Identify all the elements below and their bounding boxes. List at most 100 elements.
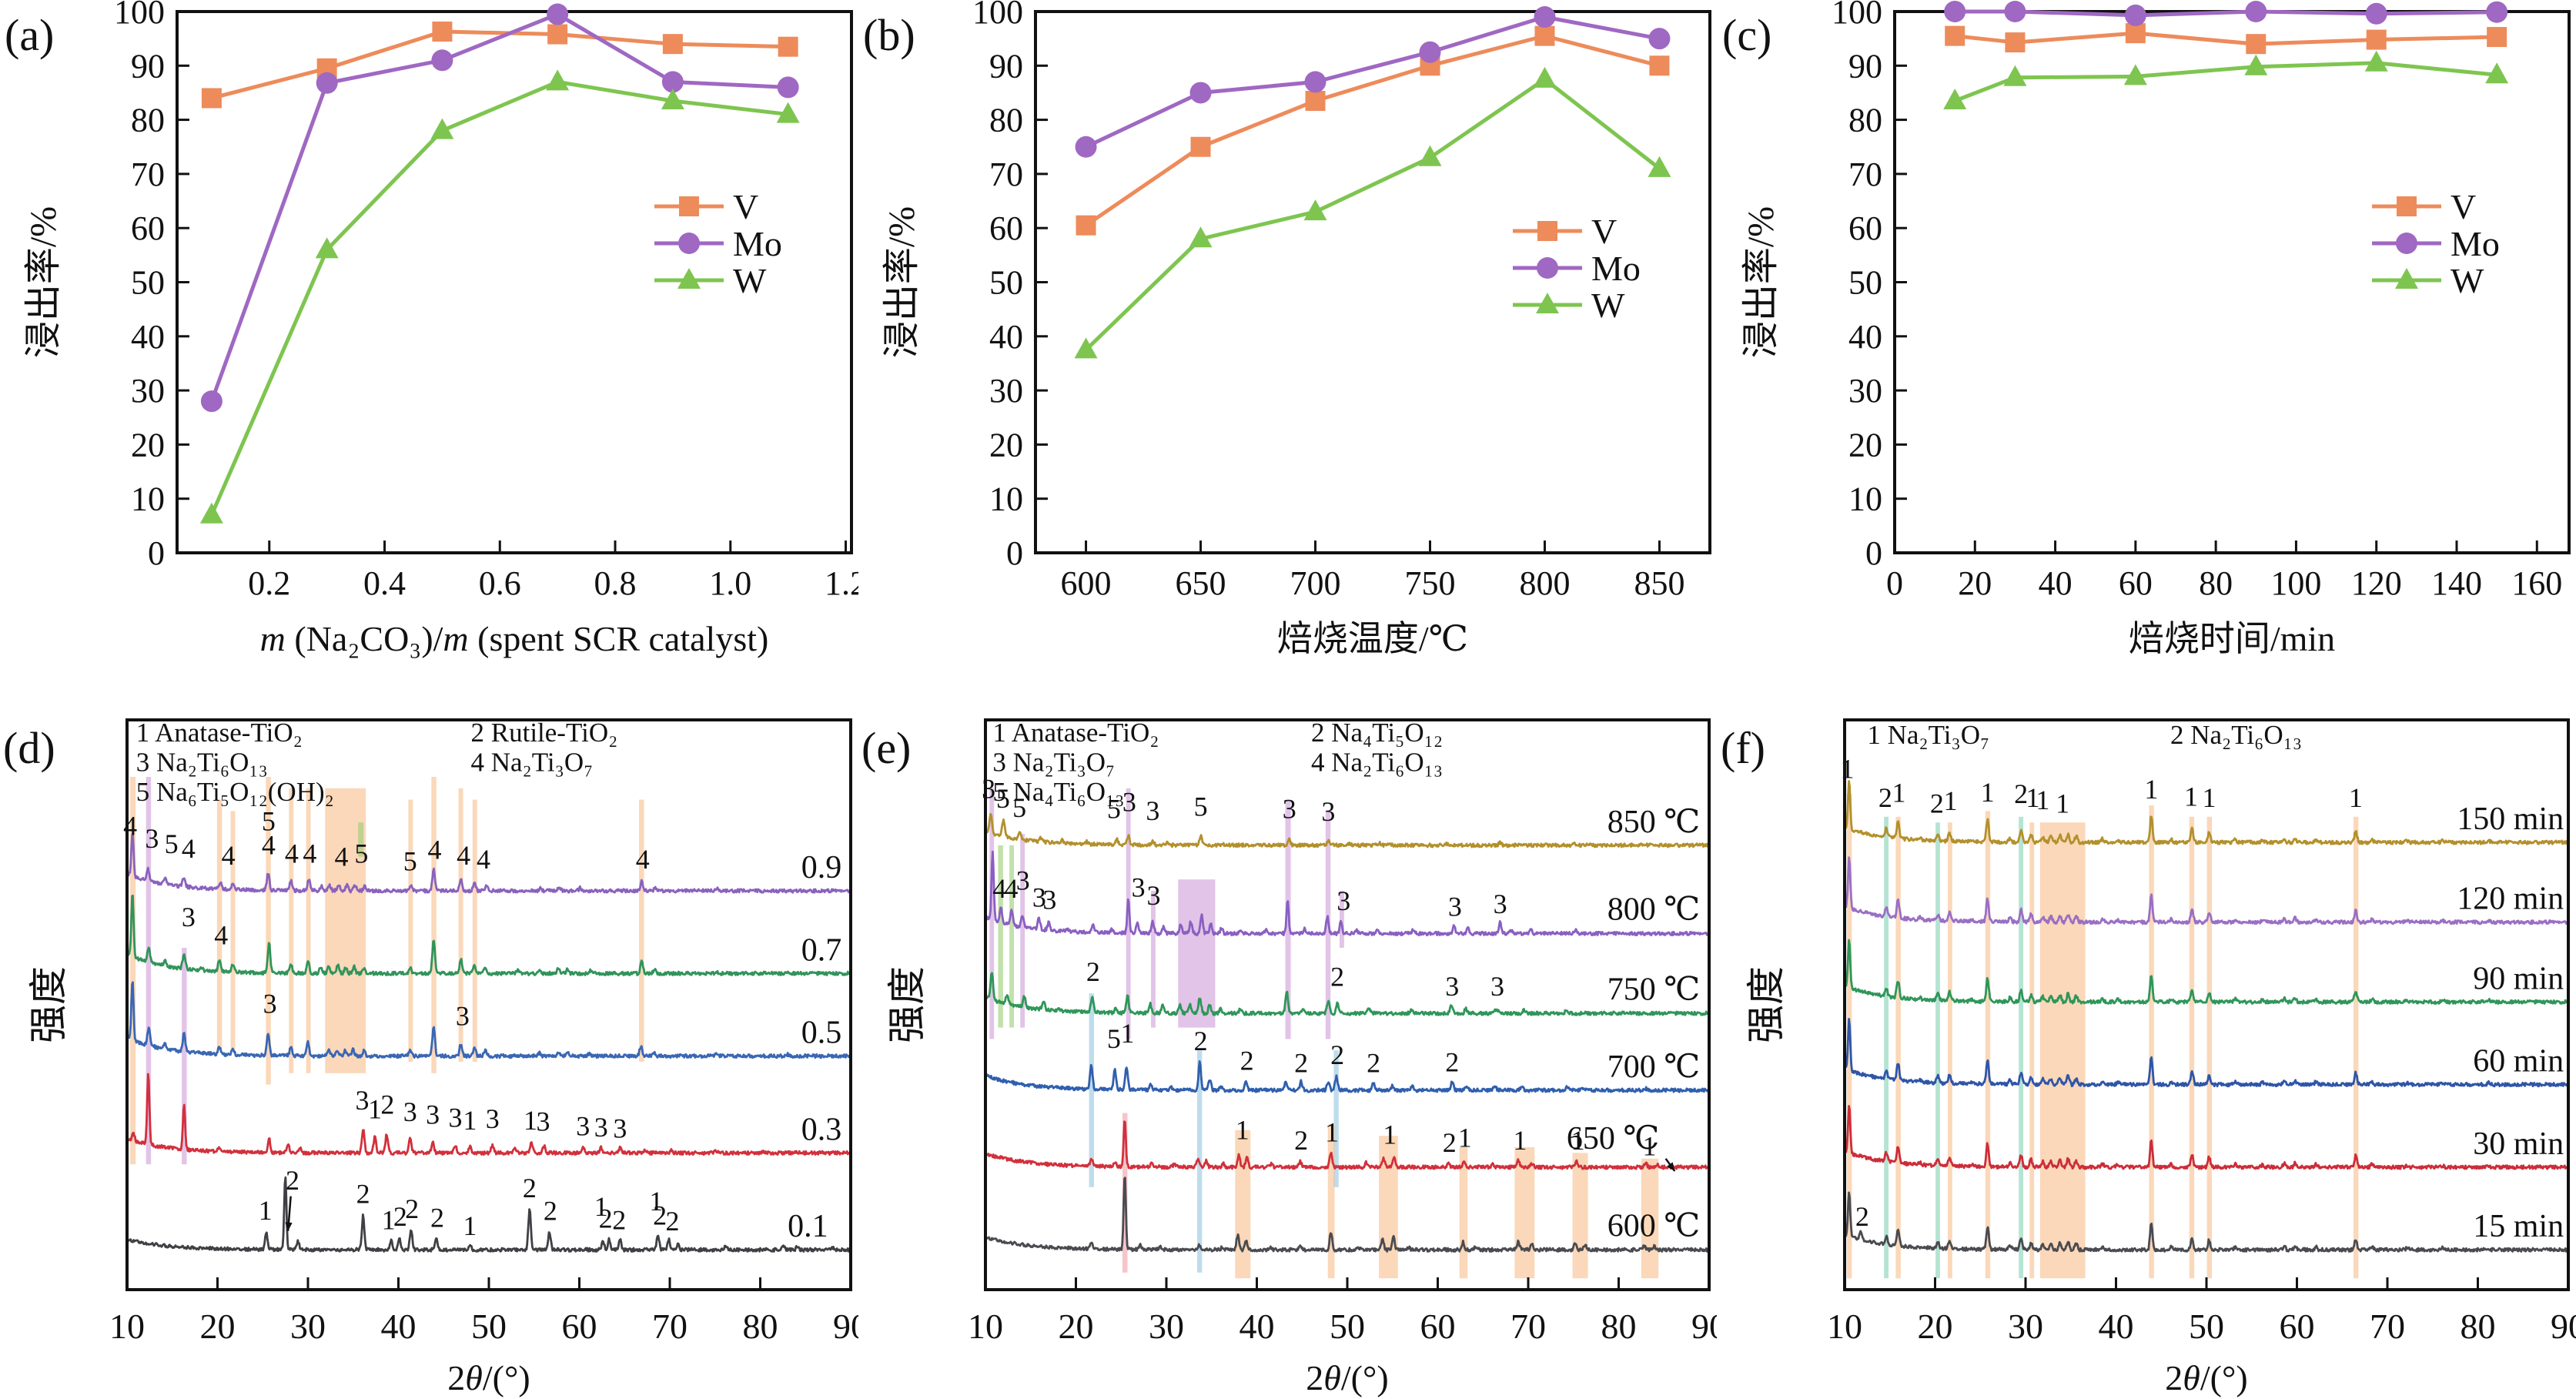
svg-text:2: 2 xyxy=(666,1206,680,1237)
svg-text:2 Na₄Ti₅O₁₂: 2 Na₄Ti₅O₁₂ xyxy=(1311,718,1443,748)
svg-text:2: 2 xyxy=(1878,782,1892,813)
svg-text:3: 3 xyxy=(1132,872,1146,902)
svg-text:3: 3 xyxy=(594,1112,608,1143)
svg-text:60: 60 xyxy=(2119,564,2153,602)
svg-text:2: 2 xyxy=(612,1205,626,1236)
svg-text:1: 1 xyxy=(1981,777,1995,808)
svg-text:2: 2 xyxy=(2014,778,2028,809)
svg-text:20: 20 xyxy=(131,426,165,464)
svg-text:2: 2 xyxy=(1330,1039,1344,1070)
svg-text:2: 2 xyxy=(1367,1047,1380,1078)
svg-text:m (Na₂CO₃)/m (spent SCR cataly: m (Na₂CO₃)/m (spent SCR catalyst) xyxy=(260,619,769,658)
svg-text:0.6: 0.6 xyxy=(479,564,521,602)
svg-text:0.9: 0.9 xyxy=(801,850,842,885)
panel-f-label: (f) xyxy=(1721,723,1765,773)
svg-text:4: 4 xyxy=(334,841,348,872)
svg-text:5: 5 xyxy=(1107,793,1121,824)
svg-text:70: 70 xyxy=(652,1307,687,1346)
svg-text:1: 1 xyxy=(2056,788,2069,819)
svg-text:0: 0 xyxy=(1865,534,1882,572)
svg-text:4: 4 xyxy=(262,830,276,861)
svg-text:80: 80 xyxy=(2199,564,2233,602)
svg-text:4: 4 xyxy=(477,844,490,875)
svg-text:80: 80 xyxy=(743,1307,778,1346)
svg-text:10: 10 xyxy=(968,1307,1003,1346)
svg-text:4: 4 xyxy=(182,833,196,864)
svg-text:80: 80 xyxy=(131,102,165,139)
svg-text:3 Na₂Ti₆O₁₃: 3 Na₂Ti₆O₁₃ xyxy=(136,748,268,778)
svg-text:1: 1 xyxy=(1513,1125,1527,1156)
svg-text:3: 3 xyxy=(537,1106,550,1137)
svg-text:4: 4 xyxy=(1004,873,1018,904)
svg-text:0.1: 0.1 xyxy=(788,1209,828,1244)
svg-text:Mo: Mo xyxy=(1591,249,1641,288)
svg-text:50: 50 xyxy=(989,264,1023,302)
svg-text:800: 800 xyxy=(1519,564,1570,602)
svg-text:70: 70 xyxy=(989,156,1023,193)
svg-text:1: 1 xyxy=(2349,782,2363,813)
svg-text:4: 4 xyxy=(285,838,299,869)
svg-text:3: 3 xyxy=(182,902,196,932)
panel-c: 0 10 20 30 40 50 60 70 80 90 100 0 20 40 60 80 100 120 140… xyxy=(1718,0,2576,678)
svg-text:3: 3 xyxy=(613,1113,627,1143)
svg-text:强度: 强度 xyxy=(885,966,928,1043)
svg-text:2: 2 xyxy=(286,1165,299,1196)
svg-text:浸出率/%: 浸出率/% xyxy=(882,206,922,358)
svg-text:30: 30 xyxy=(2008,1307,2043,1346)
panel-a-label: (a) xyxy=(5,10,55,60)
svg-text:70: 70 xyxy=(1510,1307,1546,1346)
svg-text:100: 100 xyxy=(114,0,165,31)
svg-text:160: 160 xyxy=(2511,564,2562,602)
panel-b: 0 10 20 30 40 50 60 70 80 90 100 600 650 700 750 800 850… xyxy=(858,0,1717,678)
svg-text:40: 40 xyxy=(381,1307,417,1346)
svg-text:120: 120 xyxy=(2351,564,2402,602)
svg-text:4 Na₂Ti₆O₁₃: 4 Na₂Ti₆O₁₃ xyxy=(1311,748,1443,778)
svg-text:4: 4 xyxy=(992,873,1006,904)
svg-text:140: 140 xyxy=(2431,564,2482,602)
svg-text:5: 5 xyxy=(996,783,1010,814)
svg-text:4: 4 xyxy=(303,838,316,869)
svg-text:2: 2 xyxy=(1445,1047,1459,1078)
svg-text:60 min: 60 min xyxy=(2473,1044,2564,1079)
svg-text:1: 1 xyxy=(1120,1018,1134,1049)
svg-text:1.2: 1.2 xyxy=(825,564,858,602)
svg-text:1.0: 1.0 xyxy=(709,564,751,602)
svg-text:W: W xyxy=(733,261,767,300)
svg-text:3: 3 xyxy=(426,1099,440,1130)
svg-text:5: 5 xyxy=(262,806,276,837)
svg-text:700: 700 xyxy=(1290,564,1341,602)
svg-text:90: 90 xyxy=(833,1307,858,1346)
svg-text:700 ℃: 700 ℃ xyxy=(1607,1049,1700,1085)
svg-text:600 ℃: 600 ℃ xyxy=(1607,1208,1700,1243)
svg-text:10: 10 xyxy=(131,480,165,518)
svg-text:10: 10 xyxy=(1827,1307,1862,1346)
svg-text:0.7: 0.7 xyxy=(801,932,842,968)
chart-c-canvas: 0 10 20 30 40 50 60 70 80 90 100 0 20 40 60 80 100 120 140… xyxy=(1741,0,2571,658)
svg-text:50: 50 xyxy=(2189,1307,2224,1346)
svg-text:1: 1 xyxy=(1458,1122,1472,1153)
svg-text:60: 60 xyxy=(2280,1307,2315,1346)
svg-text:4: 4 xyxy=(636,844,650,875)
svg-text:4: 4 xyxy=(457,840,470,871)
svg-text:1: 1 xyxy=(382,1205,396,1236)
svg-text:10: 10 xyxy=(109,1307,145,1346)
svg-text:2: 2 xyxy=(653,1200,667,1231)
svg-text:3: 3 xyxy=(1337,885,1350,916)
svg-text:2: 2 xyxy=(544,1196,557,1227)
svg-text:2: 2 xyxy=(1086,956,1100,987)
svg-text:强度: 强度 xyxy=(1745,966,1788,1043)
svg-text:1: 1 xyxy=(1892,778,1906,808)
svg-text:2: 2 xyxy=(1855,1201,1869,1232)
svg-text:90: 90 xyxy=(1691,1307,1717,1346)
svg-text:3: 3 xyxy=(576,1110,590,1141)
svg-text:4: 4 xyxy=(428,835,442,865)
svg-text:850 ℃: 850 ℃ xyxy=(1607,805,1700,840)
svg-text:4: 4 xyxy=(214,920,228,951)
svg-text:1: 1 xyxy=(1236,1115,1250,1146)
svg-text:2θ/(°): 2θ/(°) xyxy=(2165,1358,2247,1397)
svg-text:80: 80 xyxy=(1601,1307,1637,1346)
svg-text:60: 60 xyxy=(989,209,1023,247)
svg-text:1 Na₂Ti₃O₇: 1 Na₂Ti₃O₇ xyxy=(1867,720,1989,750)
